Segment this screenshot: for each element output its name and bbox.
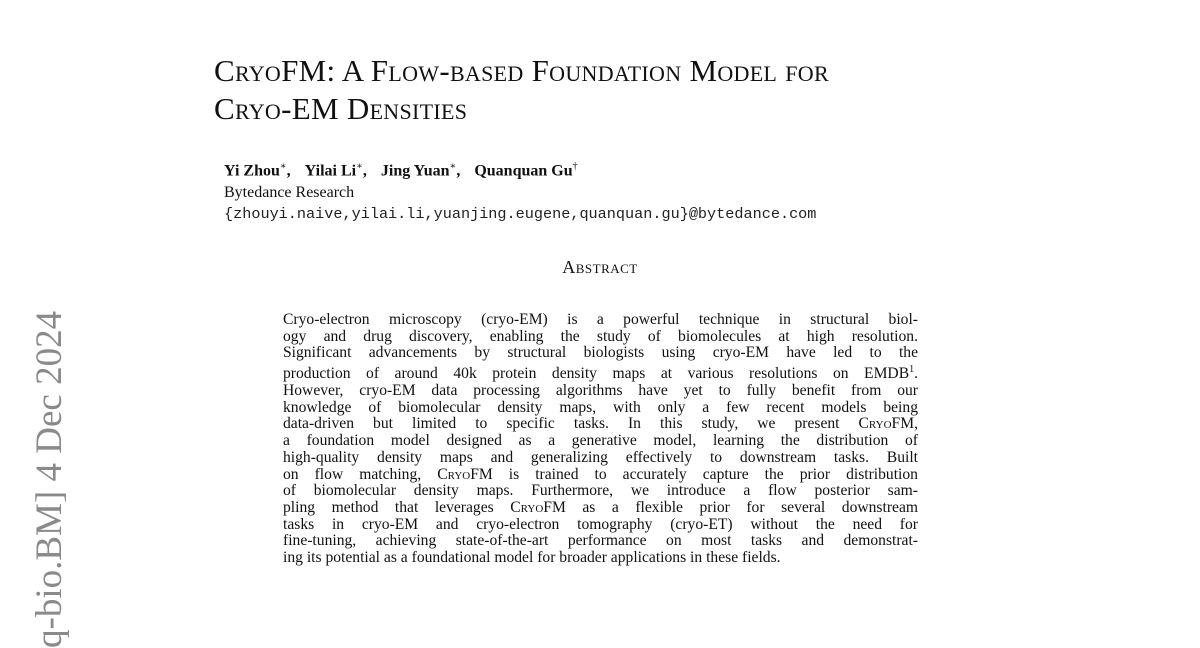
abstract-line: of biomolecular density maps. Furthermor… xyxy=(283,482,918,500)
author-emails: {zhouyi.naive,yilai.li,yuanjing.eugene,q… xyxy=(224,205,817,223)
abstract-body: Cryo-electron microscopy (cryo-EM) is a … xyxy=(283,311,918,567)
abstract-line: Cryo-electron microscopy (cryo-EM) is a … xyxy=(283,311,918,328)
abstract-line: fine-tuning, achieving state-of-the-art … xyxy=(283,532,918,550)
abstract-line: a foundation model designed as a generat… xyxy=(283,432,918,450)
author-name: Quanquan Gu xyxy=(474,162,573,180)
author-list: Yi Zhou∗, Yilai Li∗, Jing Yuan∗, Quanquan G… xyxy=(224,161,578,180)
abstract-line: production of around 40k protein density… xyxy=(283,364,918,383)
abstract-line: on flow matching, CryoFM is trained to a… xyxy=(283,465,918,483)
author-name: Yilai Li xyxy=(304,162,357,180)
author-mark: ∗ xyxy=(279,161,287,172)
title-line: CryoFM: A Flow-based Foundation Model fo… xyxy=(214,53,829,88)
author-name: Yi Zhou xyxy=(224,162,280,180)
abstract-heading: Abstract xyxy=(562,257,638,277)
paper-title: CryoFM: A Flow-based Foundation Model fo… xyxy=(214,52,829,128)
abstract-line: data-driven but limited to specific task… xyxy=(283,415,918,433)
title-line: Cryo-EM Densities xyxy=(214,91,468,126)
abstract-line: pling method that leverages CryoFM as a … xyxy=(283,498,918,516)
author-mark: ∗ xyxy=(356,161,363,172)
author-name: Jing Yuan xyxy=(380,162,450,180)
abstract-line: tasks in cryo-EM and cryo-electron tomog… xyxy=(283,515,918,533)
abstract-line: ogy and drug discovery, enabling the stu… xyxy=(283,327,918,345)
arxiv-sidebar-stamp: q-bio.BM] 4 Dec 2024 xyxy=(29,310,70,648)
abstract-line: However, cryo-EM data processing algorit… xyxy=(283,382,918,399)
author-mark: ∗ xyxy=(449,161,457,172)
abstract-line: ing its potential as a foundational mode… xyxy=(283,549,781,567)
abstract-line: high-quality density maps and generalizi… xyxy=(283,448,918,466)
abstract-line: Significant advancements by structural b… xyxy=(283,344,918,362)
affiliation: Bytedance Research xyxy=(224,184,355,201)
author-mark: † xyxy=(572,161,578,172)
abstract-line: knowledge of biomolecular density maps, … xyxy=(283,398,918,416)
